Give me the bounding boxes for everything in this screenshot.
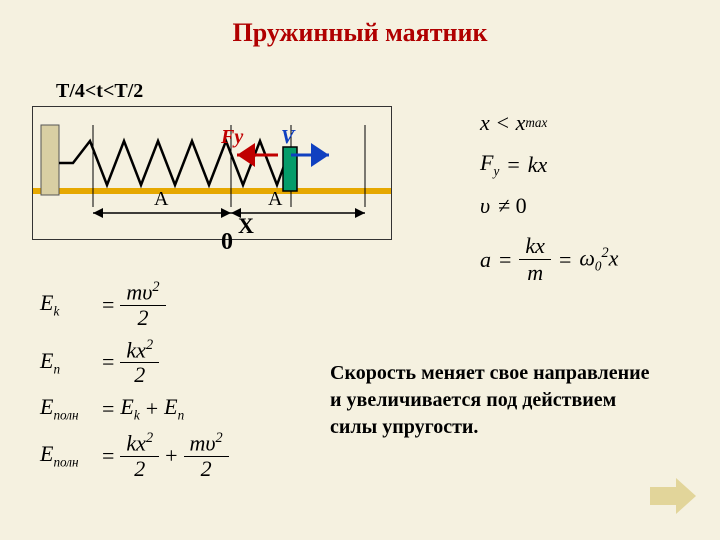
right-equations: x < xmax Fy = kx υ ≠ 0 a = kx m = ω02x — [480, 110, 618, 300]
eq-Efull-sum: Eполн = Ek + En — [40, 395, 229, 423]
svg-text:A: A — [268, 188, 283, 210]
svg-text:V: V — [281, 126, 296, 148]
description-paragraph: Скорость меняет свое направление и увели… — [330, 360, 650, 441]
eq-En: En = kx2 2 — [40, 338, 229, 388]
svg-text:0: 0 — [221, 229, 233, 255]
page-title: Пружинный маятник — [150, 18, 570, 48]
svg-text:X: X — [238, 213, 254, 238]
spring-pendulum-diagram: FуVAA0X — [32, 106, 392, 240]
next-arrow-button[interactable] — [650, 478, 696, 514]
eq-Efull-expand: Eполн = kx2 2 + mυ2 2 — [40, 431, 229, 481]
eq-v-ne-0: υ ≠ 0 — [480, 193, 618, 219]
eq-a: a = kx m = ω02x — [480, 233, 618, 286]
eq-Ek: Ek = mυ2 2 — [40, 280, 229, 330]
time-interval-label: T/4<t<T/2 — [56, 80, 143, 103]
eq-Fy-kx: Fy = kx — [480, 150, 618, 179]
diagram-svg: Fу V A A 0X — [33, 107, 391, 257]
eq-x-lt-xmax: x < xmax — [480, 110, 618, 136]
svg-text:A: A — [154, 188, 169, 210]
svg-text:Fу: Fу — [220, 126, 243, 148]
left-equations: Ek = mυ2 2 En = kx2 2 Eполн = Ek + En Eп… — [40, 280, 229, 489]
arrow-right-icon — [650, 478, 696, 514]
